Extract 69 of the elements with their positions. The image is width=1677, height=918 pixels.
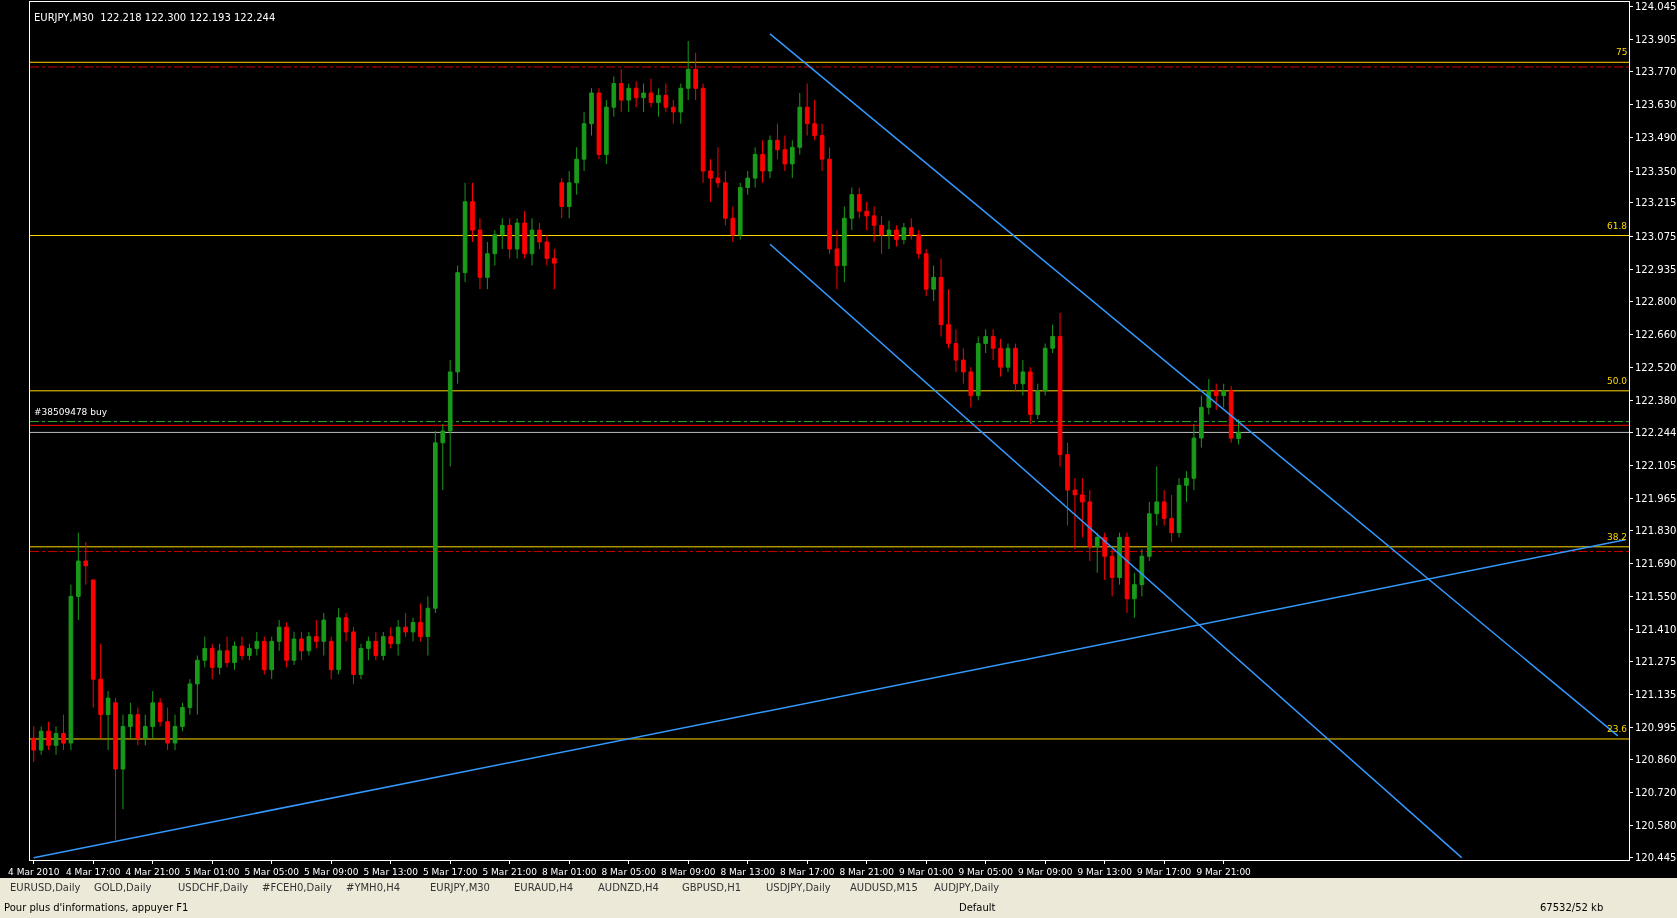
y-tick-label: 121.690: [1635, 557, 1677, 569]
y-tick-label: 122.520: [1635, 361, 1677, 373]
x-tick-label: 9 Mar 01:00: [898, 866, 954, 877]
y-tick-label: 121.830: [1635, 524, 1677, 536]
text: EURUSD,Daily: [10, 882, 81, 893]
y-tick-label: 123.215: [1635, 197, 1677, 209]
y-tick-label: 123.630: [1635, 99, 1677, 111]
x-tick-label: 5 Mar 17:00: [423, 866, 478, 877]
x-tick-label: 9 Mar 17:00: [1136, 866, 1192, 877]
x-tick-label: 8 Mar 01:00: [542, 866, 597, 877]
y-tick-label: 121.965: [1635, 492, 1677, 504]
y-tick-label: 122.935: [1635, 263, 1677, 275]
x-tick-label: 4 Mar 21:00: [125, 866, 181, 877]
x-tick-label: 9 Mar 13:00: [1077, 866, 1133, 877]
x-tick-label: 5 Mar 05:00: [244, 866, 300, 877]
y-tick-label: 122.380: [1635, 394, 1677, 406]
text: Default: [959, 902, 996, 913]
y-tick-label: 123.490: [1635, 132, 1677, 144]
y-tick-label: 121.275: [1635, 655, 1677, 667]
text: GBPUSD,H1: [682, 882, 742, 893]
x-tick-label: 8 Mar 13:00: [720, 866, 776, 877]
text: USDCHF,Daily: [178, 882, 249, 893]
y-tick-label: 120.995: [1635, 722, 1677, 734]
y-tick-label: 120.860: [1635, 754, 1677, 766]
text: USDJPY,Daily: [766, 882, 831, 893]
y-tick-label: 124.045: [1635, 1, 1677, 13]
annotation: 75: [1616, 47, 1628, 57]
x-tick-label: 4 Mar 17:00: [66, 866, 121, 877]
x-tick-label: 9 Mar 09:00: [1017, 866, 1073, 877]
y-tick-label: 123.075: [1635, 230, 1677, 242]
text: AUDUSD,M15: [850, 882, 918, 893]
x-tick-label: 5 Mar 09:00: [304, 866, 359, 877]
y-tick-label: 122.105: [1635, 459, 1677, 471]
text: GOLD,Daily: [94, 882, 152, 893]
annotation: 50.0: [1607, 376, 1628, 386]
x-tick-label: 5 Mar 21:00: [482, 866, 538, 877]
x-tick-label: 8 Mar 09:00: [661, 866, 716, 877]
text: 67532/52 kb: [1540, 902, 1604, 913]
y-tick-label: 123.350: [1635, 165, 1677, 177]
y-tick-label: 123.770: [1635, 66, 1677, 78]
text: EURAUD,H4: [514, 882, 574, 893]
y-tick-label: 122.800: [1635, 295, 1677, 307]
y-tick-label: 121.410: [1635, 624, 1677, 636]
x-tick-label: 4 Mar 2010: [8, 866, 60, 877]
text: Pour plus d'informations, appuyer F1: [4, 902, 189, 913]
y-tick-label: 122.660: [1635, 328, 1677, 340]
x-tick-label: 8 Mar 05:00: [601, 866, 657, 877]
text: EURJPY,M30: [430, 882, 490, 893]
annotation: 38.2: [1607, 532, 1628, 542]
x-tick-label: 5 Mar 01:00: [185, 866, 240, 877]
annotation: 61.8: [1607, 221, 1628, 231]
text: AUDNZD,H4: [598, 882, 659, 893]
text: #FCEH0,Daily: [262, 882, 332, 893]
x-tick-label: 5 Mar 13:00: [363, 866, 419, 877]
x-tick-label: 8 Mar 21:00: [839, 866, 895, 877]
y-tick-label: 121.550: [1635, 590, 1677, 602]
text: AUDJPY,Daily: [934, 882, 1000, 893]
text: EURJPY,M30 122.218 122.300 122.193 122.244: [34, 12, 276, 23]
y-tick-label: 120.580: [1635, 820, 1677, 832]
text: #YMH0,H4: [346, 882, 401, 893]
y-tick-label: 123.905: [1635, 34, 1677, 46]
ref-line-label: #38509478 buy: [34, 407, 108, 417]
y-tick-label: 120.720: [1635, 787, 1677, 799]
x-tick-label: 9 Mar 21:00: [1196, 866, 1252, 877]
x-tick-label: 9 Mar 05:00: [958, 866, 1014, 877]
y-tick-label: 122.244: [1635, 426, 1677, 438]
y-tick-label: 121.135: [1635, 689, 1677, 701]
y-tick-label: 120.445: [1635, 852, 1677, 864]
x-tick-label: 8 Mar 17:00: [780, 866, 835, 877]
